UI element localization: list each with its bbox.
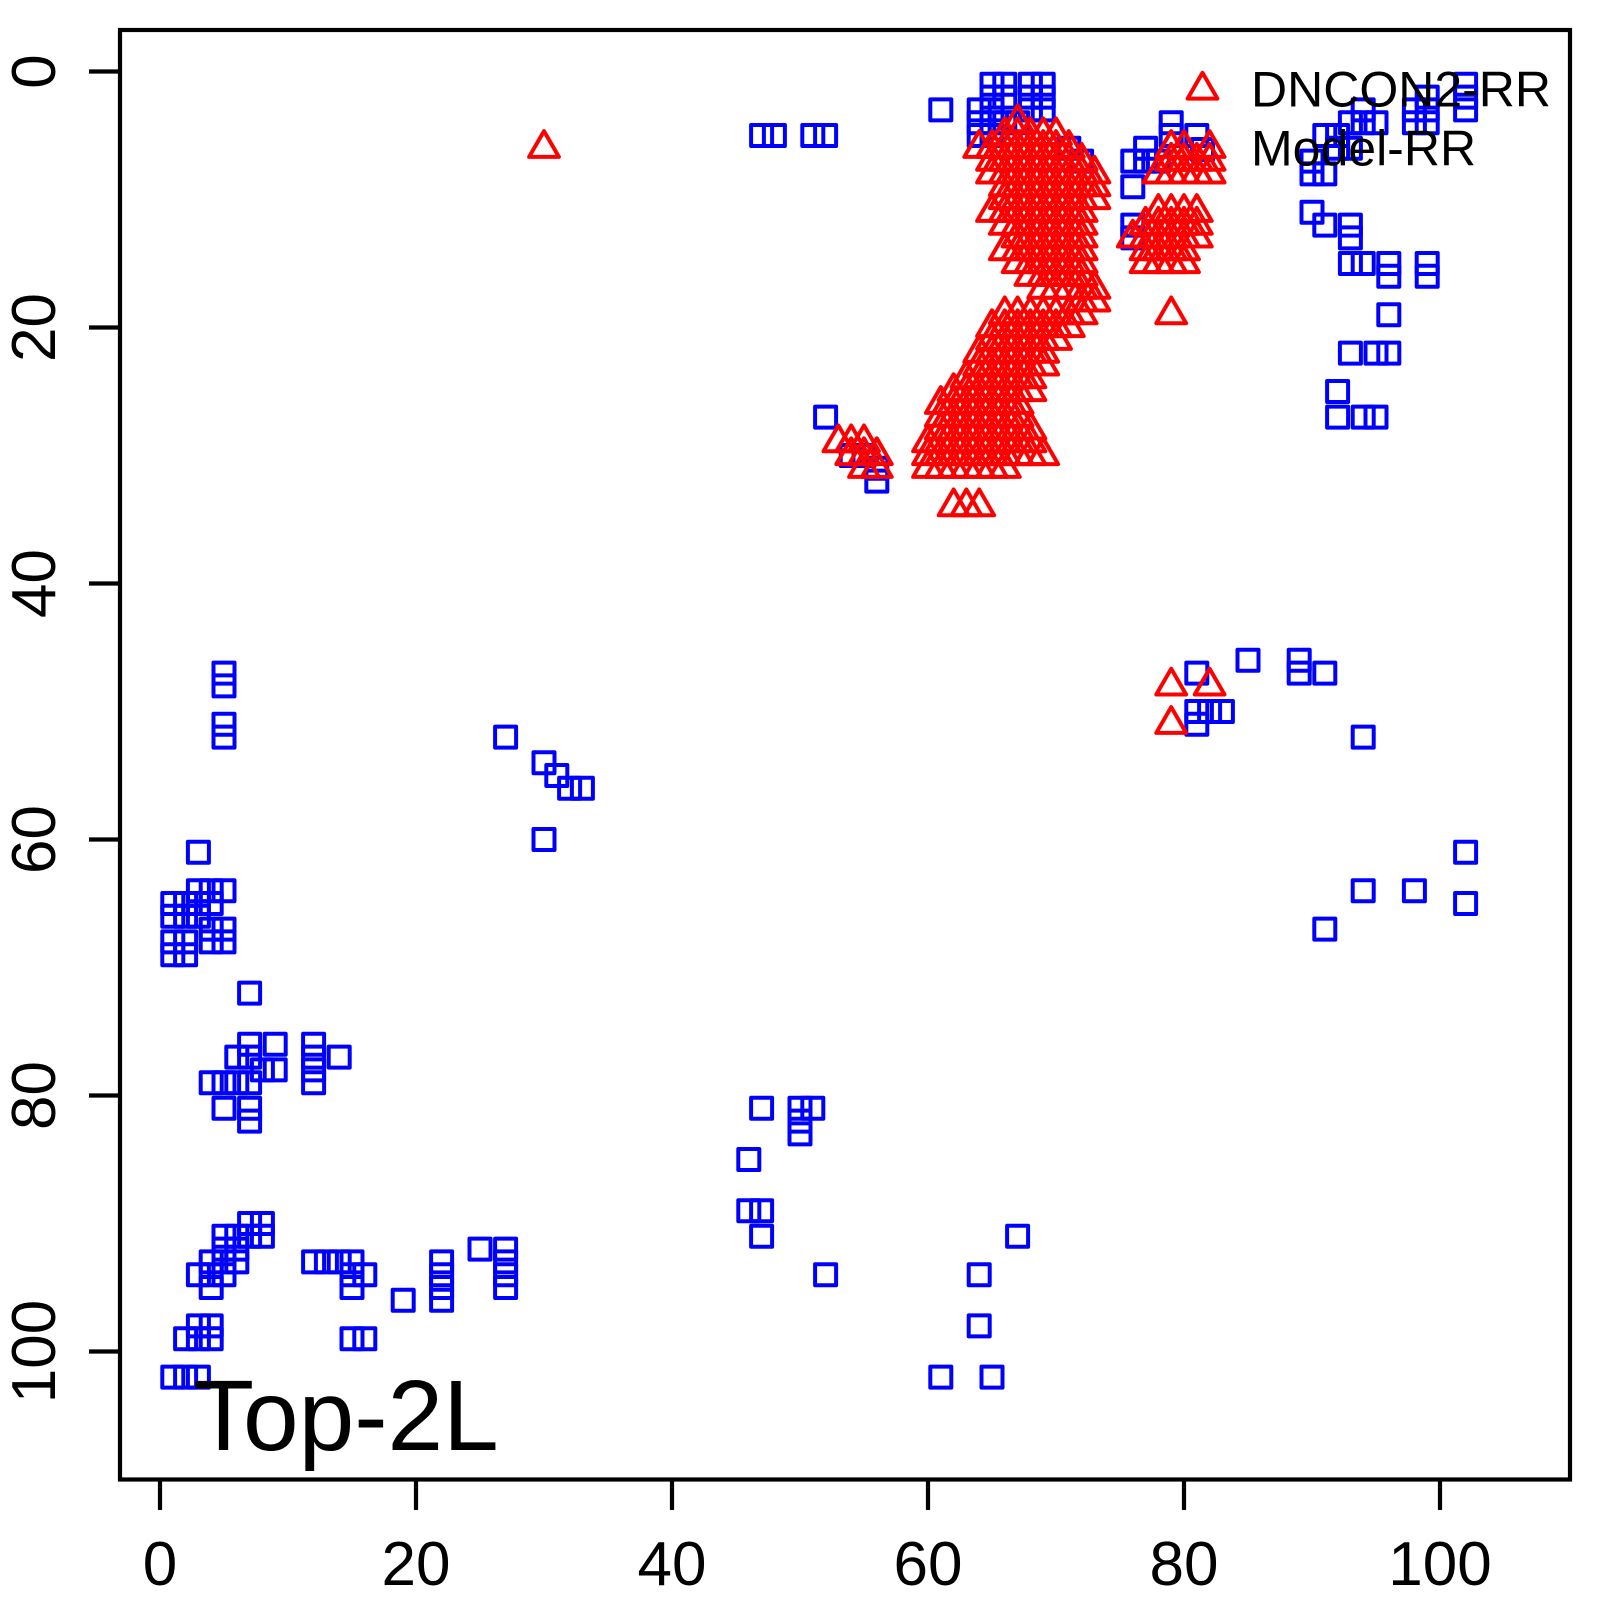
svg-text:40: 40 <box>0 549 69 618</box>
svg-text:Model-RR: Model-RR <box>1251 121 1476 177</box>
svg-text:100: 100 <box>1388 1530 1491 1599</box>
svg-text:80: 80 <box>0 1061 69 1130</box>
svg-text:60: 60 <box>0 805 69 874</box>
svg-text:20: 20 <box>382 1530 451 1599</box>
svg-text:DNCON2-RR: DNCON2-RR <box>1251 62 1551 118</box>
svg-text:40: 40 <box>638 1530 707 1599</box>
svg-text:80: 80 <box>1150 1530 1219 1599</box>
svg-text:Top-2L: Top-2L <box>193 1360 499 1472</box>
svg-text:20: 20 <box>0 293 69 362</box>
svg-text:100: 100 <box>0 1300 69 1403</box>
svg-text:60: 60 <box>894 1530 963 1599</box>
svg-text:0: 0 <box>0 54 69 88</box>
svg-text:0: 0 <box>143 1530 177 1599</box>
